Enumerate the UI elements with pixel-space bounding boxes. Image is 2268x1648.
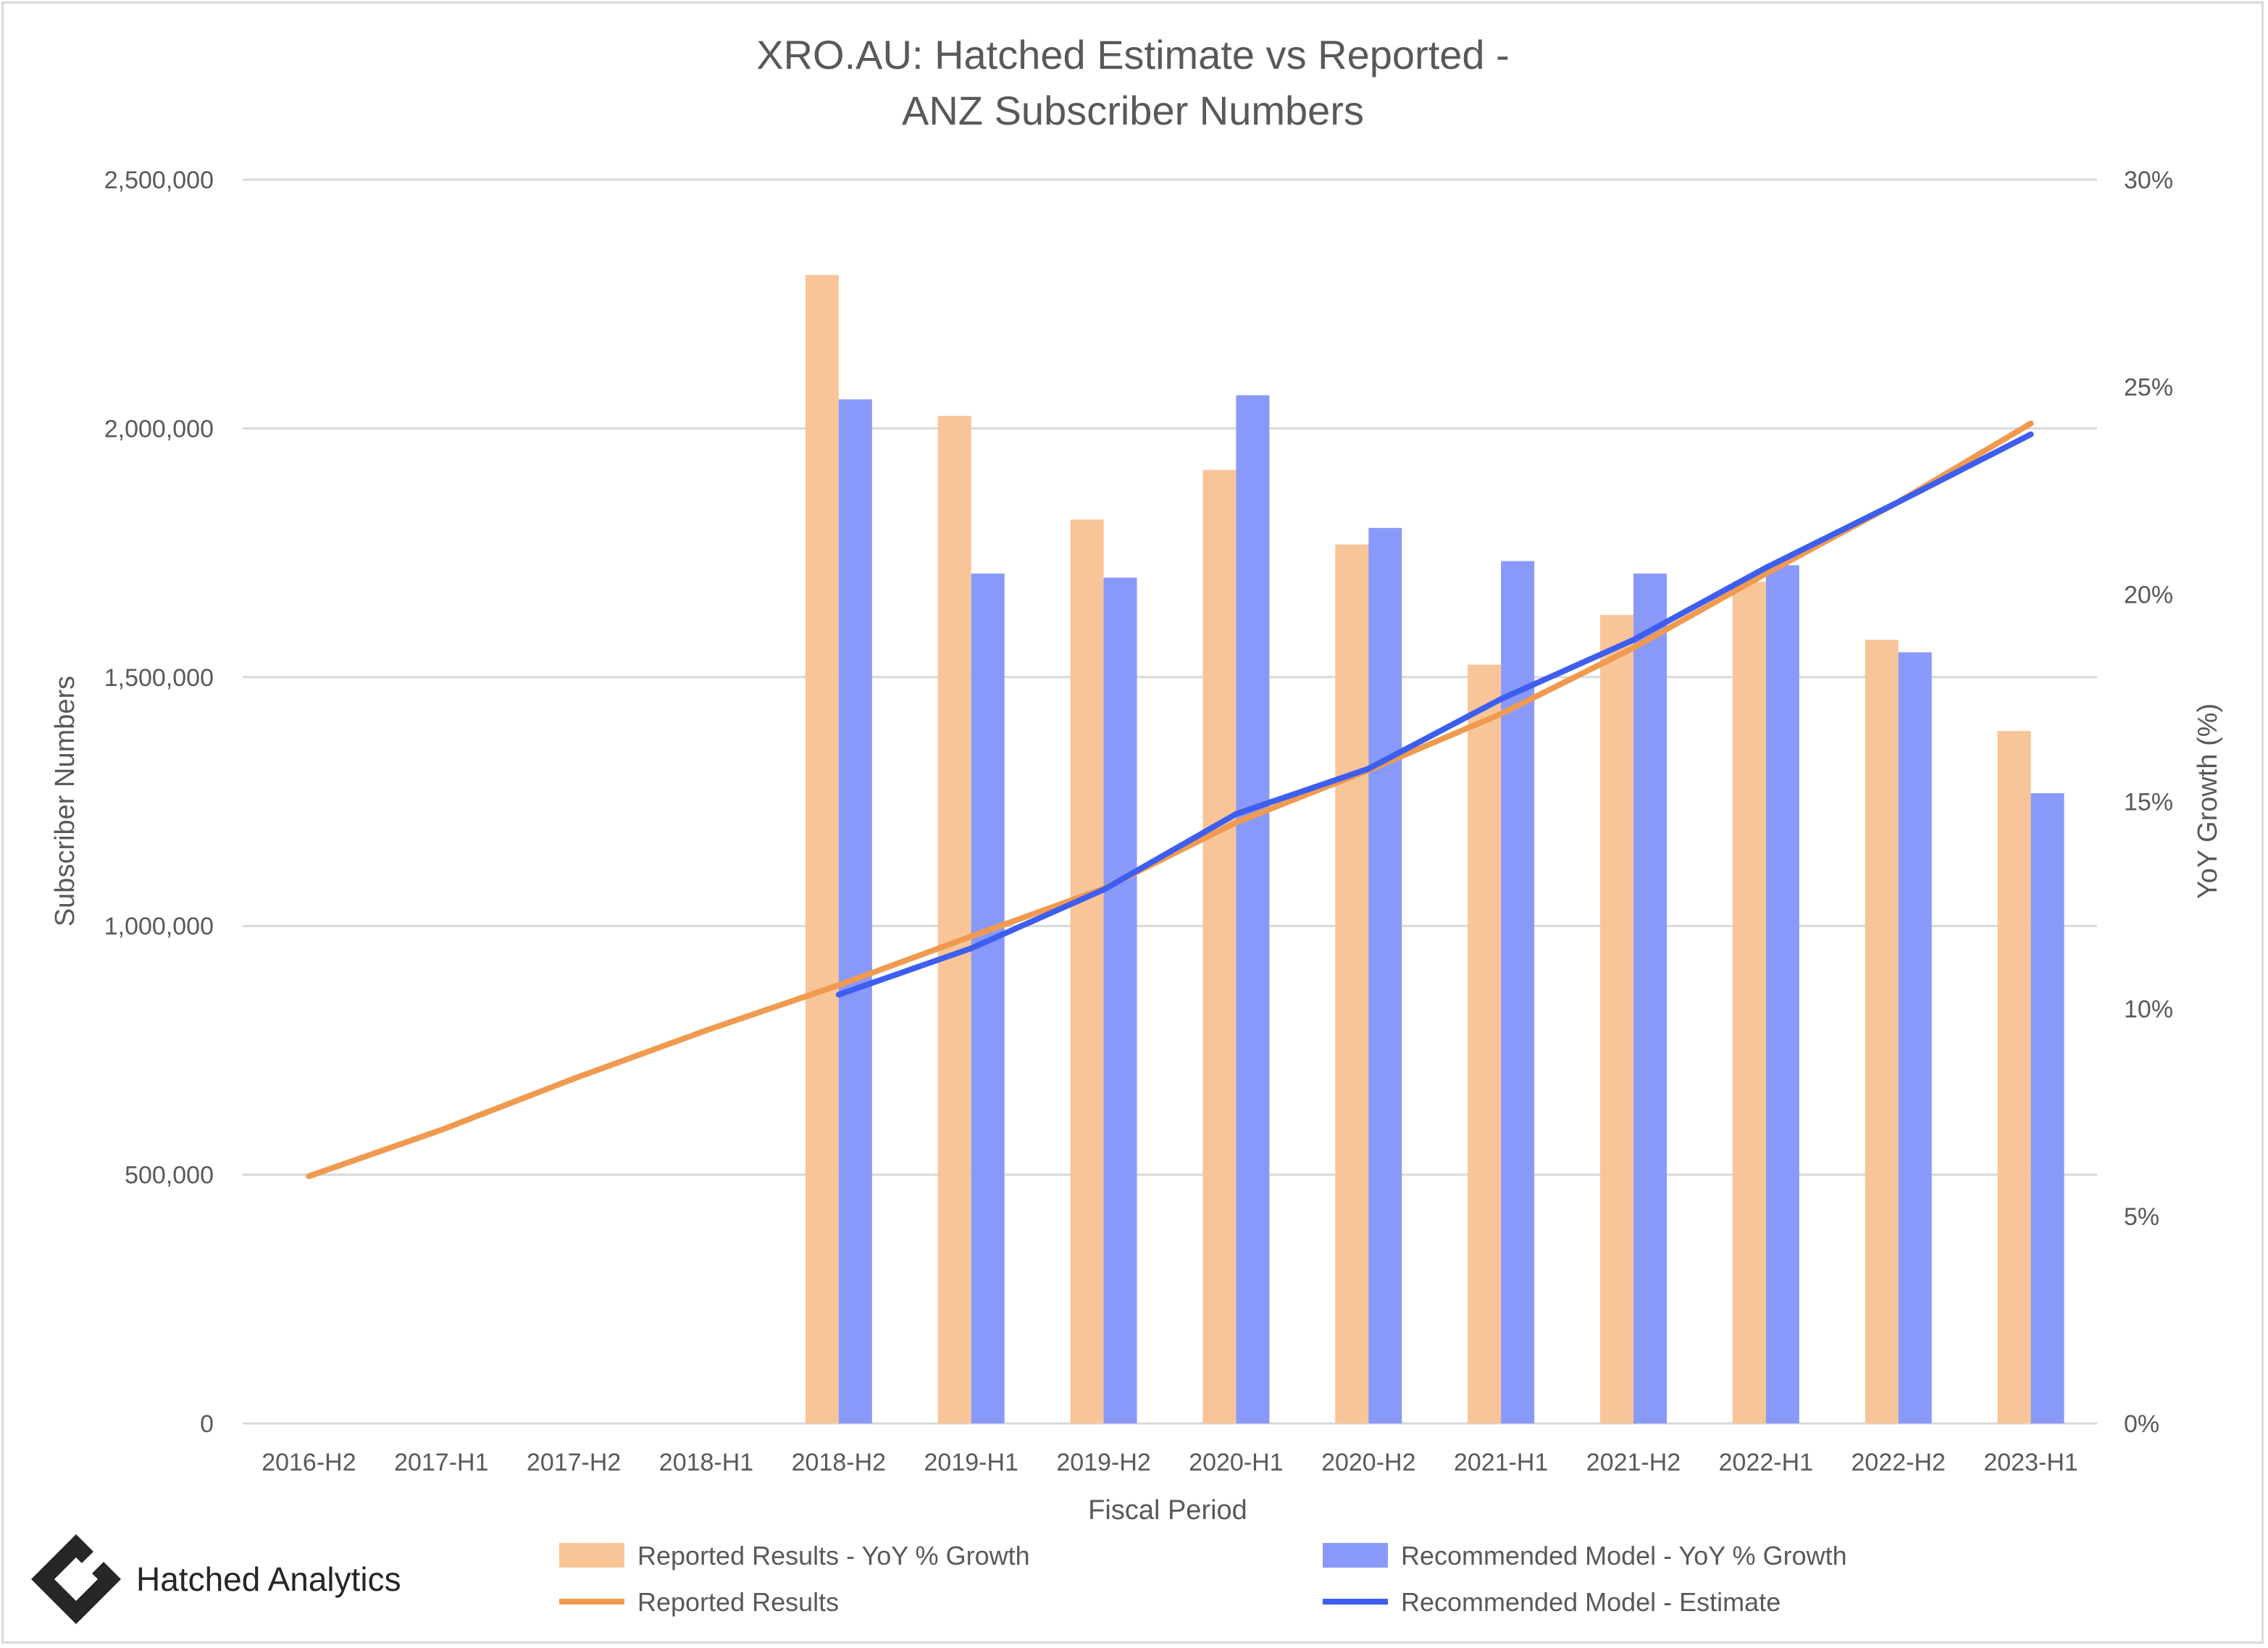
bar-reported-growth: [1202, 469, 1236, 1424]
bar-model-growth: [2030, 793, 2064, 1423]
legend-swatch-model-growth: [1323, 1543, 1388, 1568]
legend-swatch-reported-growth: [559, 1543, 624, 1568]
bar-reported-growth: [1997, 731, 2031, 1423]
chart-title-line-2: ANZ Subscriber Numbers: [902, 88, 1364, 133]
bar-model-growth: [1633, 573, 1667, 1423]
bar-reported-growth: [1732, 582, 1766, 1423]
bar-model-growth: [838, 399, 872, 1423]
x-tick-label: 2023-H1: [1983, 1449, 2077, 1476]
bar-model-growth: [1236, 395, 1270, 1424]
legend-label-model-line: Recommended Model - Estimate: [1401, 1587, 1780, 1617]
x-tick-label: 2020-H1: [1189, 1449, 1283, 1476]
y-axis-title: Subscriber Numbers: [50, 676, 80, 927]
x-axis-title: Fiscal Period: [1088, 1495, 1247, 1526]
x-tick-label: 2022-H2: [1851, 1449, 1946, 1476]
bar-model-growth: [1898, 652, 1932, 1424]
chart-title-line-1: XRO.AU: Hatched Estimate vs Reported -: [756, 32, 1510, 78]
bar-model-growth: [971, 573, 1005, 1423]
x-tick-label: 2021-H1: [1454, 1449, 1548, 1476]
bar-reported-growth: [1335, 544, 1369, 1423]
x-tick-label: 2016-H2: [261, 1449, 356, 1476]
y2-tick-label: 0%: [2124, 1410, 2159, 1438]
bar-model-growth: [1765, 565, 1799, 1423]
line-model-estimate: [835, 431, 2034, 997]
y-tick-label: 2,500,000: [104, 167, 214, 194]
x-tick-label: 2019-H1: [924, 1449, 1018, 1476]
x-tick-label: 2022-H1: [1719, 1449, 1813, 1476]
x-tick-label: 2017-H1: [394, 1449, 488, 1476]
brand-name: Hatched Analytics: [136, 1560, 401, 1598]
y-tick-label: 1,000,000: [104, 913, 214, 940]
y-tick-label: 500,000: [125, 1162, 214, 1189]
y2-tick-label: 10%: [2124, 996, 2173, 1024]
y2-tick-label: 5%: [2124, 1203, 2159, 1231]
lines: [306, 420, 2034, 1179]
x-tick-label: 2018-H1: [659, 1449, 753, 1476]
legend-label-reported-line: Reported Results: [637, 1587, 839, 1617]
y-tick-label: 2,000,000: [104, 415, 214, 443]
x-tick-label: 2020-H2: [1321, 1449, 1415, 1476]
hatched-diamond-logo-icon: [31, 1534, 121, 1624]
x-tick-label: 2017-H2: [527, 1449, 621, 1476]
bars: [805, 275, 2064, 1424]
y2-axis-title: YoY Growth (%): [2193, 703, 2223, 899]
y2-tick-label: 20%: [2124, 581, 2173, 608]
x-tick-label: 2019-H2: [1056, 1449, 1150, 1476]
x-tick-label: 2021-H2: [1586, 1449, 1681, 1476]
bar-reported-growth: [805, 275, 839, 1423]
bar-reported-growth: [1600, 614, 1633, 1424]
bar-model-growth: [1103, 577, 1137, 1424]
line-reported-results: [306, 420, 2034, 1179]
bar-reported-growth: [1468, 664, 1502, 1423]
y-tick-label: 0: [200, 1410, 214, 1438]
y2-tick-label: 30%: [2124, 167, 2173, 194]
y2-tick-label: 25%: [2124, 374, 2173, 401]
y2-tick-label: 15%: [2124, 789, 2173, 816]
gridlines: [243, 178, 2097, 1425]
bar-model-growth: [1368, 527, 1402, 1423]
legend-label-reported-growth: Reported Results - YoY % Growth: [637, 1541, 1030, 1570]
x-tick-label: 2018-H2: [792, 1449, 886, 1476]
bar-reported-growth: [1865, 640, 1899, 1423]
tick-labels: 0 500,000 1,000,000 1,500,000 2,000,000 2,500…: [104, 167, 2173, 1476]
bar-reported-growth: [937, 416, 971, 1423]
legend-label-model-growth: Recommended Model - YoY % Growth: [1401, 1541, 1847, 1570]
bar-reported-growth: [1070, 519, 1104, 1423]
y-tick-label: 1,500,000: [104, 664, 214, 692]
